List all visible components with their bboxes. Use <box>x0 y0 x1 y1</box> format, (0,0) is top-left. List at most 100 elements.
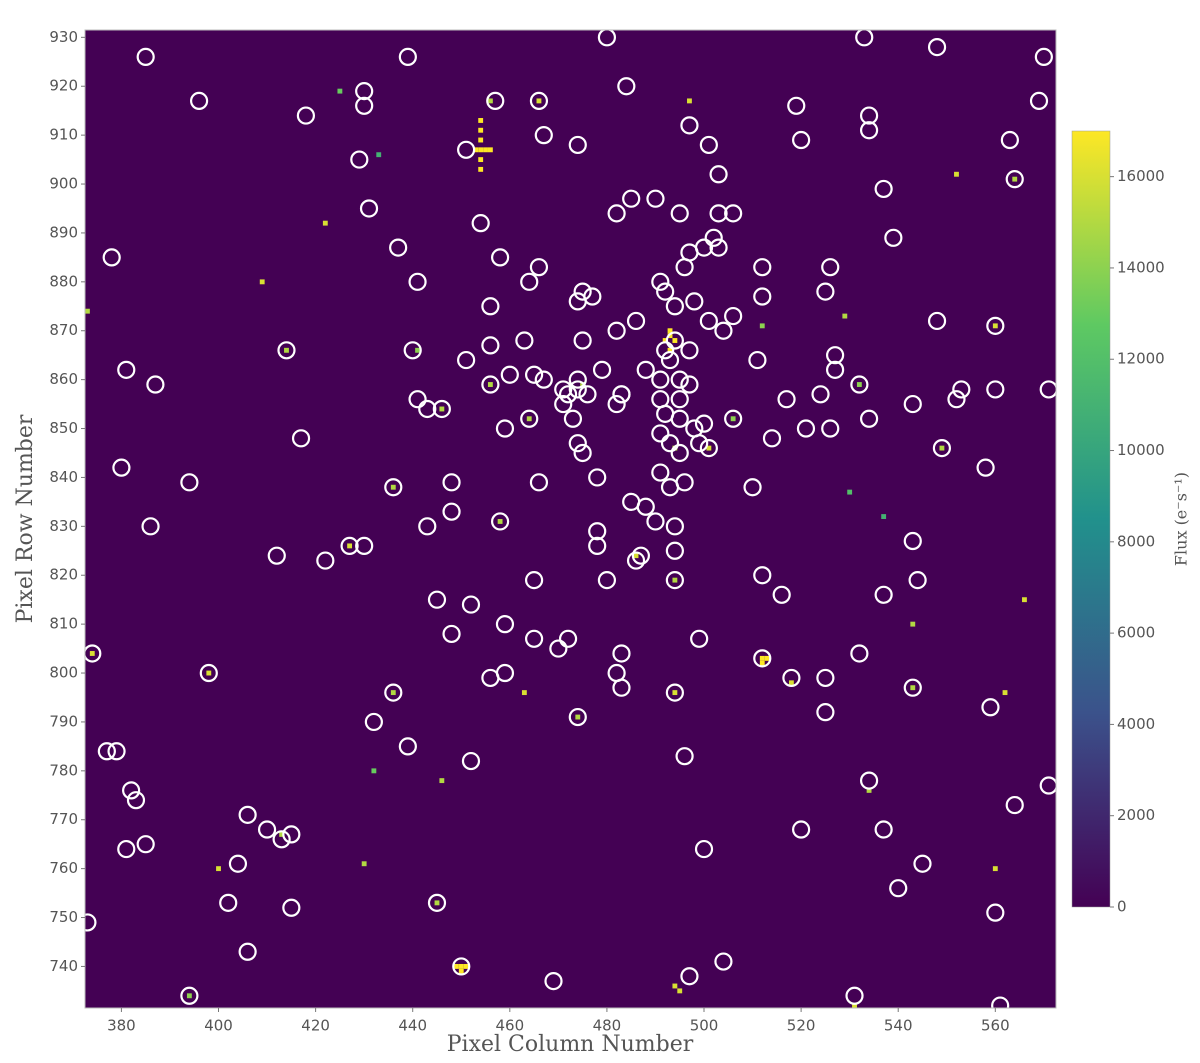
source-marker <box>908 571 927 590</box>
source-marker <box>665 541 684 560</box>
source-marker <box>626 551 646 570</box>
y-tick-label: 780 <box>49 761 78 779</box>
y-tick-label: 800 <box>49 664 78 682</box>
source-marker <box>461 751 481 771</box>
pixel <box>89 651 95 656</box>
source-marker <box>927 311 947 331</box>
pixel <box>672 338 678 343</box>
source-marker <box>617 77 636 96</box>
source-marker <box>855 30 874 47</box>
source-marker <box>699 438 718 458</box>
source-marker <box>772 585 791 604</box>
x-tick-label: 400 <box>204 1017 233 1035</box>
source-marker <box>694 839 714 859</box>
source-marker <box>704 228 723 247</box>
source-marker <box>680 967 699 986</box>
source-marker <box>452 957 471 976</box>
pixel <box>478 166 484 172</box>
source-marker <box>665 571 684 590</box>
pixel <box>206 670 212 676</box>
y-tick-label: 900 <box>49 175 78 193</box>
pixel <box>662 338 668 343</box>
source-marker <box>554 394 573 414</box>
source-marker <box>520 409 539 428</box>
source-marker <box>583 287 602 306</box>
source-marker <box>432 399 451 419</box>
source-marker <box>481 336 500 355</box>
image-pixels <box>85 88 1027 1008</box>
source-marker <box>859 771 879 790</box>
source-marker <box>1029 91 1049 111</box>
pixel <box>216 866 221 872</box>
source-marker <box>442 502 461 521</box>
source-marker <box>947 390 966 409</box>
source-marker <box>607 394 626 414</box>
source-marker <box>257 820 277 839</box>
source-marker <box>670 370 689 389</box>
source-marker <box>398 47 417 66</box>
pixel <box>580 382 586 387</box>
pixel <box>536 98 542 104</box>
colorbar-label: Flux (e⁻s⁻¹) <box>1172 472 1191 566</box>
source-marker <box>927 38 947 57</box>
pixel <box>677 988 683 994</box>
source-marker <box>690 629 709 648</box>
x-tick-label: 500 <box>690 1017 719 1035</box>
y-tick-label: 840 <box>49 468 78 486</box>
source-marker <box>680 341 699 360</box>
pixel <box>497 519 503 524</box>
y-tick-label: 830 <box>49 517 78 535</box>
source-marker <box>549 639 568 658</box>
source-marker <box>709 204 728 223</box>
source-marker <box>874 820 893 839</box>
source-marker <box>554 380 573 399</box>
source-marker <box>753 649 772 668</box>
source-marker <box>1005 795 1024 815</box>
y-tick-label: 920 <box>49 77 78 95</box>
source-marker <box>408 390 427 409</box>
source-marker <box>588 536 607 555</box>
x-tick-label: 520 <box>787 1017 816 1035</box>
source-marker <box>267 546 286 565</box>
pixel <box>478 147 484 153</box>
source-marker <box>568 135 587 155</box>
y-tick-label: 930 <box>49 28 78 46</box>
pixel <box>852 1003 857 1008</box>
pixel <box>259 279 265 285</box>
source-marker <box>481 375 500 394</box>
source-marker <box>568 434 587 453</box>
source-marker <box>219 893 238 912</box>
pixel <box>483 147 488 153</box>
source-marker <box>529 91 549 111</box>
source-marker <box>670 443 689 463</box>
source-marker <box>753 566 772 585</box>
source-marker <box>544 972 563 991</box>
source-marker <box>384 683 403 702</box>
source-marker <box>636 497 655 516</box>
source-marker <box>97 742 116 761</box>
y-tick-label: 750 <box>49 908 78 926</box>
source-marker <box>787 96 806 115</box>
pixel <box>575 714 581 720</box>
source-marker <box>457 350 476 370</box>
source-marker <box>622 189 641 208</box>
source-marker <box>500 365 519 384</box>
source-marker <box>903 531 922 551</box>
source-marker <box>189 91 209 111</box>
colorbar-tick-label: 10000 <box>1117 441 1165 459</box>
source-marker <box>665 297 684 316</box>
source-marker <box>573 282 592 301</box>
source-marker <box>651 370 670 389</box>
source-marker <box>670 204 689 223</box>
source-marker <box>568 370 587 389</box>
pixel <box>910 685 916 691</box>
source-marker <box>355 82 374 101</box>
source-marker <box>656 341 675 360</box>
source-marker <box>389 238 408 257</box>
source-marker <box>578 385 597 404</box>
x-tick-label: 560 <box>981 1017 1010 1035</box>
pixel <box>463 963 469 969</box>
y-tick-label: 870 <box>49 321 78 339</box>
